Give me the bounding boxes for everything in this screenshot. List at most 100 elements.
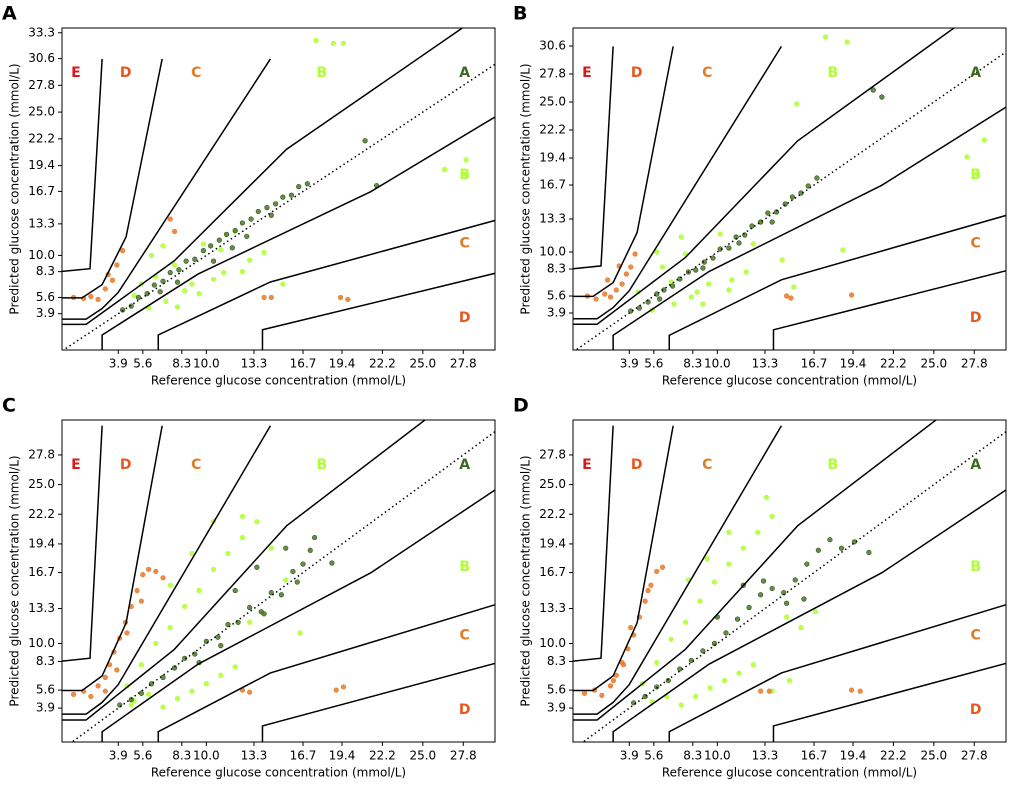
data-point xyxy=(794,101,800,107)
panel-label: D xyxy=(513,395,529,417)
x-tick-label: 16.7 xyxy=(801,749,828,763)
data-point xyxy=(140,572,146,578)
data-point xyxy=(345,296,351,302)
x-axis-label: Reference glucose concentration (mmol/L) xyxy=(151,374,406,388)
zone-label: B xyxy=(970,559,981,575)
zone-label: A xyxy=(970,65,981,81)
data-point xyxy=(216,237,222,243)
data-point xyxy=(694,289,700,295)
data-point xyxy=(840,247,846,253)
zone-label: C xyxy=(191,65,201,81)
data-point xyxy=(297,630,303,636)
data-point xyxy=(268,545,274,551)
data-point xyxy=(171,262,178,268)
x-tick-label: 19.4 xyxy=(329,357,356,371)
data-point xyxy=(294,579,300,585)
y-tick-label: 25.0 xyxy=(539,95,566,109)
data-point xyxy=(218,247,224,253)
data-point xyxy=(769,585,775,592)
y-tick-label: 25.0 xyxy=(28,477,55,491)
data-point xyxy=(593,296,599,302)
data-point xyxy=(114,262,120,268)
plot-frame xyxy=(61,419,496,743)
data-point xyxy=(763,494,770,500)
data-point xyxy=(196,587,202,594)
data-point xyxy=(700,648,706,654)
x-tick-label: 25.0 xyxy=(409,357,436,371)
data-point xyxy=(261,249,267,256)
data-point xyxy=(755,529,761,535)
y-tick-label: 8.3 xyxy=(547,654,566,668)
data-point xyxy=(210,258,217,264)
data-point xyxy=(200,241,207,247)
zone-label: C xyxy=(702,457,712,473)
data-point xyxy=(704,556,710,562)
x-tick-label: 19.4 xyxy=(840,749,867,763)
zone-label: C xyxy=(971,236,981,252)
data-point xyxy=(710,255,716,261)
data-point xyxy=(726,287,732,293)
panel-label: C xyxy=(2,395,16,417)
data-point xyxy=(736,670,742,676)
zone-boundary xyxy=(612,489,1006,742)
data-point xyxy=(138,690,144,696)
data-point xyxy=(791,284,797,290)
data-point xyxy=(654,249,660,255)
y-tick-label: 27.8 xyxy=(28,447,55,461)
data-point xyxy=(244,233,250,239)
data-point xyxy=(822,34,829,40)
data-point xyxy=(628,264,634,270)
x-tick-label: 13.3 xyxy=(241,749,268,763)
x-tick-label: 3.9 xyxy=(109,357,128,371)
x-axis-label: Reference glucose concentration (mmol/L) xyxy=(151,766,406,780)
data-point xyxy=(693,267,699,273)
zone-label: A xyxy=(459,457,470,473)
data-point xyxy=(283,545,289,551)
y-tick-label: 25.0 xyxy=(28,105,55,119)
zone-label: A xyxy=(459,65,470,81)
data-point xyxy=(441,166,448,173)
zone-boundary xyxy=(62,425,163,692)
data-point xyxy=(160,674,166,680)
data-point xyxy=(304,181,310,187)
x-tick-label: 8.3 xyxy=(683,357,702,371)
x-tick-label: 16.7 xyxy=(290,357,317,371)
data-point xyxy=(632,251,638,257)
data-point xyxy=(678,234,684,240)
zone-boundary xyxy=(573,46,674,298)
data-point xyxy=(789,194,795,200)
y-axis-label: Predicted glucose concentration (mmol/L) xyxy=(519,63,533,314)
data-point xyxy=(623,271,630,277)
zone-label: B xyxy=(970,167,981,183)
x-tick-label: 13.3 xyxy=(241,357,268,371)
data-point xyxy=(278,592,284,598)
data-point xyxy=(758,688,764,694)
data-point xyxy=(283,577,289,583)
data-point xyxy=(801,596,807,602)
zone-label: C xyxy=(971,628,981,644)
x-tick-label: 19.4 xyxy=(329,749,356,763)
data-point xyxy=(225,550,231,557)
data-point xyxy=(669,283,676,289)
x-tick-label: 3.9 xyxy=(620,357,639,371)
data-point xyxy=(189,550,195,557)
x-tick-label: 25.0 xyxy=(920,357,947,371)
data-point xyxy=(95,296,101,302)
zone-label: E xyxy=(582,457,592,473)
y-tick-label: 3.9 xyxy=(36,306,55,320)
y-tick-label: 13.3 xyxy=(539,601,566,615)
plot-frame xyxy=(572,419,1007,743)
x-tick-label: 19.4 xyxy=(840,357,867,371)
data-point xyxy=(659,264,666,270)
zone-boundary xyxy=(573,425,674,692)
data-point xyxy=(678,702,684,708)
y-tick-label: 19.4 xyxy=(539,151,566,165)
data-point xyxy=(786,677,793,684)
x-tick-label: 16.7 xyxy=(290,749,317,763)
data-point xyxy=(273,201,279,207)
data-point xyxy=(784,293,790,299)
y-tick-label: 10.0 xyxy=(28,248,55,262)
x-tick-label: 5.6 xyxy=(133,357,152,371)
zone-boundary xyxy=(62,425,103,662)
x-tick-label: 16.7 xyxy=(801,357,828,371)
